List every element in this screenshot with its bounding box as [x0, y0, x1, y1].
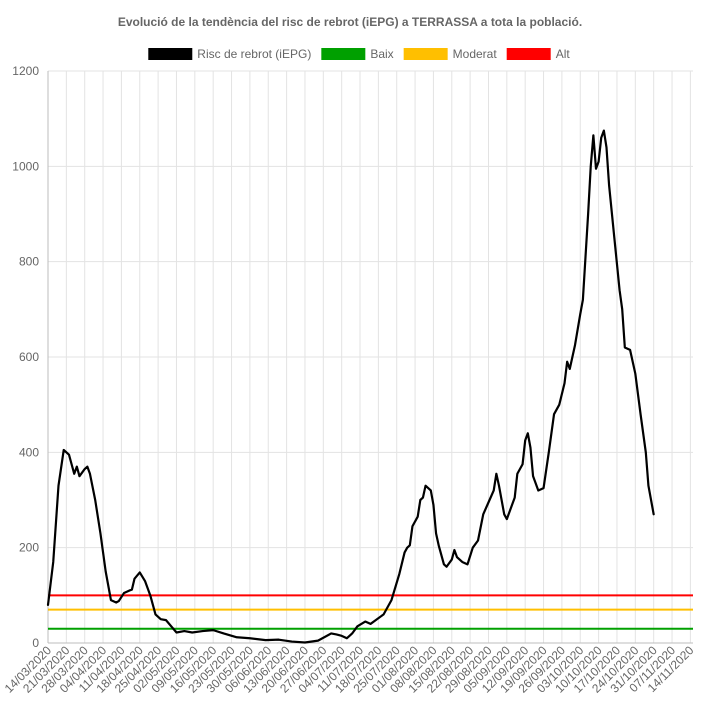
legend-item-baix[interactable]: Baix: [321, 47, 394, 61]
y-tick-label: 800: [19, 255, 39, 269]
legend-label: Moderat: [453, 47, 498, 61]
legend-label: Alt: [556, 47, 571, 61]
y-tick-label: 600: [19, 350, 39, 364]
legend-swatch: [321, 48, 366, 60]
iepg-series-line: [46, 129, 655, 644]
legend-item-moderat[interactable]: Moderat: [403, 47, 498, 61]
grid: [47, 70, 693, 644]
y-tick-label: 1200: [12, 64, 39, 78]
chart-title: Evolució de la tendència del risc de reb…: [118, 15, 582, 29]
y-tick-label: 1000: [12, 159, 39, 173]
legend-swatch: [148, 48, 193, 60]
legend-swatch: [403, 48, 448, 60]
series-layer: [46, 129, 693, 644]
axes: [47, 71, 693, 644]
legend-swatch: [506, 48, 551, 60]
legend: Risc de rebrot (iEPG) Baix Moderat Alt: [148, 47, 570, 61]
legend-label: Baix: [370, 47, 393, 61]
y-tick-label: 200: [19, 541, 39, 555]
legend-label: Risc de rebrot (iEPG): [197, 47, 311, 61]
legend-item-alt[interactable]: Alt: [506, 47, 571, 61]
y-tick-label: 400: [19, 445, 39, 459]
y-tick-label: 0: [32, 636, 39, 650]
legend-item-risc-de-rebrot-iepg[interactable]: Risc de rebrot (iEPG): [148, 47, 311, 61]
x-tick-labels: 14/03/202021/03/202028/03/202004/04/2020…: [2, 643, 697, 696]
y-tick-labels: 0 200 400 600 800 1000 1200: [12, 64, 39, 650]
